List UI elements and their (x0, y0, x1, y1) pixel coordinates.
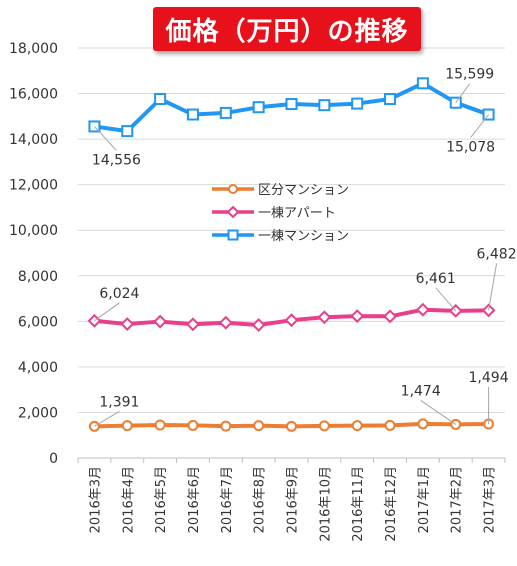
chart-title-box: 価格（万円）の推移 (153, 7, 421, 51)
data-point (415, 302, 430, 317)
data-point (286, 420, 297, 432)
data-point (351, 97, 364, 110)
y-tick-label: 18,000 (9, 41, 58, 57)
data-label: 1,391 (99, 394, 139, 410)
legend-label: 一棟マンション (258, 229, 349, 244)
data-label: 1,474 (401, 383, 441, 399)
x-axis-ticks: 2016年3月 2016年4月 2016年5月 2016年6月 2016年7月 2016年… (88, 466, 497, 542)
legend-marker (228, 184, 238, 194)
data-point (383, 309, 397, 324)
x-tick-label: 2016年5月 (154, 466, 169, 533)
data-label: 1,494 (469, 370, 509, 386)
data-label: 14,556 (92, 152, 141, 168)
data-label: 15,599 (445, 67, 494, 83)
leader-line (94, 302, 120, 322)
y-tick-label: 12,000 (9, 178, 58, 194)
leader-line (94, 410, 120, 427)
data-point (153, 314, 168, 329)
x-tick-label: 2016年8月 (253, 466, 268, 533)
data-point (154, 93, 167, 106)
data-point (121, 125, 134, 138)
leader-line (420, 400, 457, 425)
x-tick-label: 2017年2月 (450, 466, 465, 533)
data-point (187, 419, 199, 431)
data-point (285, 98, 298, 111)
y-tick-label: 6,000 (18, 314, 58, 330)
x-tick-label: 2016年11月 (351, 466, 366, 542)
y-tick-label: 4,000 (18, 360, 58, 376)
x-tick-label: 2017年3月 (483, 466, 498, 533)
leader-line (94, 126, 117, 151)
data-point (120, 317, 135, 331)
data-point (284, 313, 299, 328)
data-point (218, 315, 233, 330)
x-tick-label: 2016年4月 (121, 466, 136, 533)
x-tick-label: 2016年6月 (187, 466, 202, 533)
y-tick-label: 8,000 (18, 269, 58, 285)
y-tick-label: 2,000 (18, 405, 58, 421)
x-tick-label: 2016年7月 (220, 466, 235, 533)
legend-label: 一棟アパート (258, 206, 336, 221)
data-point (220, 420, 232, 432)
data-label: 6,461 (416, 271, 456, 287)
data-point (121, 420, 133, 432)
data-point (384, 93, 397, 106)
leader-line (470, 114, 489, 138)
x-tick-label: 2016年9月 (286, 466, 301, 533)
x-tick-label: 2016年12月 (384, 466, 399, 542)
legend-marker (226, 205, 240, 219)
leader-line (435, 287, 457, 312)
data-labels: 14,556 15,599 15,078 6,024 6,461 6,482 1,391 1,… (92, 67, 517, 427)
data-point (416, 77, 429, 90)
data-point (219, 106, 232, 119)
legend-label: 区分マンション (258, 183, 349, 198)
data-label: 15,078 (446, 140, 495, 156)
series-group (87, 77, 496, 432)
axes (77, 457, 506, 463)
data-point (318, 99, 331, 112)
data-point (351, 420, 363, 432)
data-point (186, 317, 200, 332)
data-label: 6,482 (477, 246, 517, 262)
y-axis-ticks: 0 2,000 4,000 6,000 8,000 10,000 12,000 14,000 1… (9, 41, 58, 467)
data-point (384, 419, 396, 431)
data-point (318, 420, 330, 432)
data-point (251, 318, 266, 332)
data-point (253, 420, 265, 432)
y-tick-label: 0 (49, 451, 58, 467)
data-point (252, 101, 265, 114)
x-tick-label: 2017年1月 (417, 466, 432, 533)
y-tick-label: 16,000 (9, 87, 58, 103)
leader-line (455, 83, 471, 103)
data-point (317, 310, 332, 325)
data-point (350, 309, 365, 324)
y-tick-label: 14,000 (9, 132, 58, 148)
data-label: 6,024 (99, 286, 139, 302)
chart-title: 価格（万円）の推移 (165, 16, 409, 47)
x-tick-label: 2016年10月 (318, 466, 333, 542)
data-point (154, 419, 166, 431)
x-tick-label: 2016年3月 (88, 466, 103, 533)
legend-marker (227, 229, 239, 241)
data-point (417, 418, 429, 430)
y-tick-label: 10,000 (9, 223, 58, 239)
leader-line (488, 263, 498, 311)
data-point (186, 108, 199, 121)
